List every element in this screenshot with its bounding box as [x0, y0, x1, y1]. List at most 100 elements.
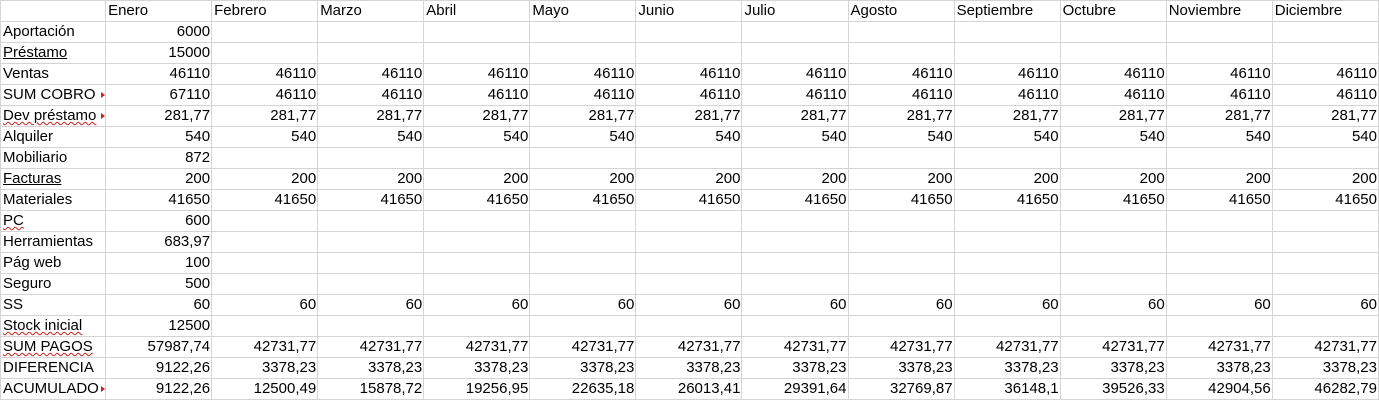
cell-diferencia-junio[interactable]: 3378,23	[635, 357, 743, 379]
cell-ss-enero[interactable]: 60	[105, 294, 213, 316]
cell-alquiler-mayo[interactable]: 540	[529, 126, 637, 148]
month-header-agosto[interactable]: Agosto	[847, 0, 955, 22]
cell-mobiliario-diciembre[interactable]	[1271, 147, 1379, 169]
cell-dev-prestamo-marzo[interactable]: 281,77	[317, 105, 425, 127]
cell-materiales-diciembre[interactable]: 41650	[1271, 189, 1379, 211]
cell-ventas-junio[interactable]: 46110	[635, 63, 743, 85]
cell-stock-inicial-noviembre[interactable]	[1165, 315, 1273, 337]
row-label-herramientas[interactable]: Herramientas	[0, 231, 107, 253]
cell-sum-pagos-enero[interactable]: 57987,74	[105, 336, 213, 358]
month-header-julio[interactable]: Julio	[741, 0, 849, 22]
cell-ss-abril[interactable]: 60	[423, 294, 531, 316]
cell-diferencia-mayo[interactable]: 3378,23	[529, 357, 637, 379]
cell-ventas-abril[interactable]: 46110	[423, 63, 531, 85]
cell-materiales-octubre[interactable]: 41650	[1059, 189, 1167, 211]
cell-ventas-diciembre[interactable]: 46110	[1271, 63, 1379, 85]
month-header-enero[interactable]: Enero	[105, 0, 213, 22]
cell-ventas-enero[interactable]: 46110	[105, 63, 213, 85]
cell-sum-cobro-julio[interactable]: 46110	[741, 84, 849, 106]
cell-alquiler-septiembre[interactable]: 540	[953, 126, 1061, 148]
cell-stock-inicial-julio[interactable]	[741, 315, 849, 337]
cell-ventas-marzo[interactable]: 46110	[317, 63, 425, 85]
cell-pc-febrero[interactable]	[211, 210, 319, 232]
cell-sum-cobro-abril[interactable]: 46110	[423, 84, 531, 106]
cell-stock-inicial-febrero[interactable]	[211, 315, 319, 337]
month-header-mayo[interactable]: Mayo	[529, 0, 637, 22]
cell-ss-julio[interactable]: 60	[741, 294, 849, 316]
cell-pc-mayo[interactable]	[529, 210, 637, 232]
month-header-octubre[interactable]: Octubre	[1059, 0, 1167, 22]
month-header-noviembre[interactable]: Noviembre	[1165, 0, 1273, 22]
cell-diferencia-agosto[interactable]: 3378,23	[847, 357, 955, 379]
row-label-diferencia[interactable]: DIFERENCIA	[0, 357, 107, 379]
cell-aportacion-agosto[interactable]	[847, 21, 955, 43]
cell-acumulado-mayo[interactable]: 22635,18	[529, 378, 637, 400]
cell-alquiler-noviembre[interactable]: 540	[1165, 126, 1273, 148]
cell-materiales-abril[interactable]: 41650	[423, 189, 531, 211]
cell-ventas-agosto[interactable]: 46110	[847, 63, 955, 85]
cell-mobiliario-octubre[interactable]	[1059, 147, 1167, 169]
cell-sum-cobro-septiembre[interactable]: 46110	[953, 84, 1061, 106]
cell-pc-agosto[interactable]	[847, 210, 955, 232]
cell-sum-pagos-marzo[interactable]: 42731,77	[317, 336, 425, 358]
cell-facturas-septiembre[interactable]: 200	[953, 168, 1061, 190]
cell-facturas-agosto[interactable]: 200	[847, 168, 955, 190]
cell-dev-prestamo-noviembre[interactable]: 281,77	[1165, 105, 1273, 127]
cell-acumulado-julio[interactable]: 29391,64	[741, 378, 849, 400]
cell-stock-inicial-octubre[interactable]	[1059, 315, 1167, 337]
cell-stock-inicial-marzo[interactable]	[317, 315, 425, 337]
row-label-alquiler[interactable]: Alquiler	[0, 126, 107, 148]
cell-ss-mayo[interactable]: 60	[529, 294, 637, 316]
cell-sum-cobro-diciembre[interactable]: 46110	[1271, 84, 1379, 106]
cell-stock-inicial-abril[interactable]	[423, 315, 531, 337]
cell-alquiler-abril[interactable]: 540	[423, 126, 531, 148]
cell-ss-marzo[interactable]: 60	[317, 294, 425, 316]
cell-dev-prestamo-diciembre[interactable]: 281,77	[1271, 105, 1379, 127]
cell-alquiler-junio[interactable]: 540	[635, 126, 743, 148]
cell-alquiler-diciembre[interactable]: 540	[1271, 126, 1379, 148]
cell-materiales-julio[interactable]: 41650	[741, 189, 849, 211]
cell-sum-cobro-noviembre[interactable]: 46110	[1165, 84, 1273, 106]
cell-aportacion-noviembre[interactable]	[1165, 21, 1273, 43]
cell-stock-inicial-junio[interactable]	[635, 315, 743, 337]
cell-dev-prestamo-enero[interactable]: 281,77	[105, 105, 213, 127]
cell-herramientas-octubre[interactable]	[1059, 231, 1167, 253]
cell-acumulado-abril[interactable]: 19256,95	[423, 378, 531, 400]
cell-seguro-septiembre[interactable]	[953, 273, 1061, 295]
cell-prestamo-noviembre[interactable]	[1165, 42, 1273, 64]
row-label-pag-web[interactable]: Pág web	[0, 252, 107, 274]
cell-materiales-enero[interactable]: 41650	[105, 189, 213, 211]
cell-ventas-mayo[interactable]: 46110	[529, 63, 637, 85]
cell-alquiler-febrero[interactable]: 540	[211, 126, 319, 148]
cell-sum-cobro-febrero[interactable]: 46110	[211, 84, 319, 106]
cell-mobiliario-febrero[interactable]	[211, 147, 319, 169]
cell-facturas-octubre[interactable]: 200	[1059, 168, 1167, 190]
cell-diferencia-noviembre[interactable]: 3378,23	[1165, 357, 1273, 379]
cell-prestamo-mayo[interactable]	[529, 42, 637, 64]
cell-prestamo-febrero[interactable]	[211, 42, 319, 64]
cell-seguro-enero[interactable]: 500	[105, 273, 213, 295]
cell-alquiler-enero[interactable]: 540	[105, 126, 213, 148]
cell-acumulado-noviembre[interactable]: 42904,56	[1165, 378, 1273, 400]
cell-sum-pagos-diciembre[interactable]: 42731,77	[1271, 336, 1379, 358]
cell-pc-septiembre[interactable]	[953, 210, 1061, 232]
row-label-dev-prestamo[interactable]: Dev préstamo	[0, 105, 107, 127]
cell-acumulado-junio[interactable]: 26013,41	[635, 378, 743, 400]
cell-prestamo-septiembre[interactable]	[953, 42, 1061, 64]
cell-ss-febrero[interactable]: 60	[211, 294, 319, 316]
cell-prestamo-agosto[interactable]	[847, 42, 955, 64]
cell-aportacion-enero[interactable]: 6000	[105, 21, 213, 43]
cell-aportacion-julio[interactable]	[741, 21, 849, 43]
cell-facturas-mayo[interactable]: 200	[529, 168, 637, 190]
cell-facturas-junio[interactable]: 200	[635, 168, 743, 190]
cell-mobiliario-enero[interactable]: 872	[105, 147, 213, 169]
month-header-marzo[interactable]: Marzo	[317, 0, 425, 22]
row-label-seguro[interactable]: Seguro	[0, 273, 107, 295]
month-header-diciembre[interactable]: Diciembre	[1271, 0, 1379, 22]
row-label-sum-pagos[interactable]: SUM PAGOS	[0, 336, 107, 358]
cell-ventas-octubre[interactable]: 46110	[1059, 63, 1167, 85]
corner-cell[interactable]	[0, 0, 107, 22]
cell-herramientas-noviembre[interactable]	[1165, 231, 1273, 253]
cell-materiales-mayo[interactable]: 41650	[529, 189, 637, 211]
cell-pag-web-marzo[interactable]	[317, 252, 425, 274]
